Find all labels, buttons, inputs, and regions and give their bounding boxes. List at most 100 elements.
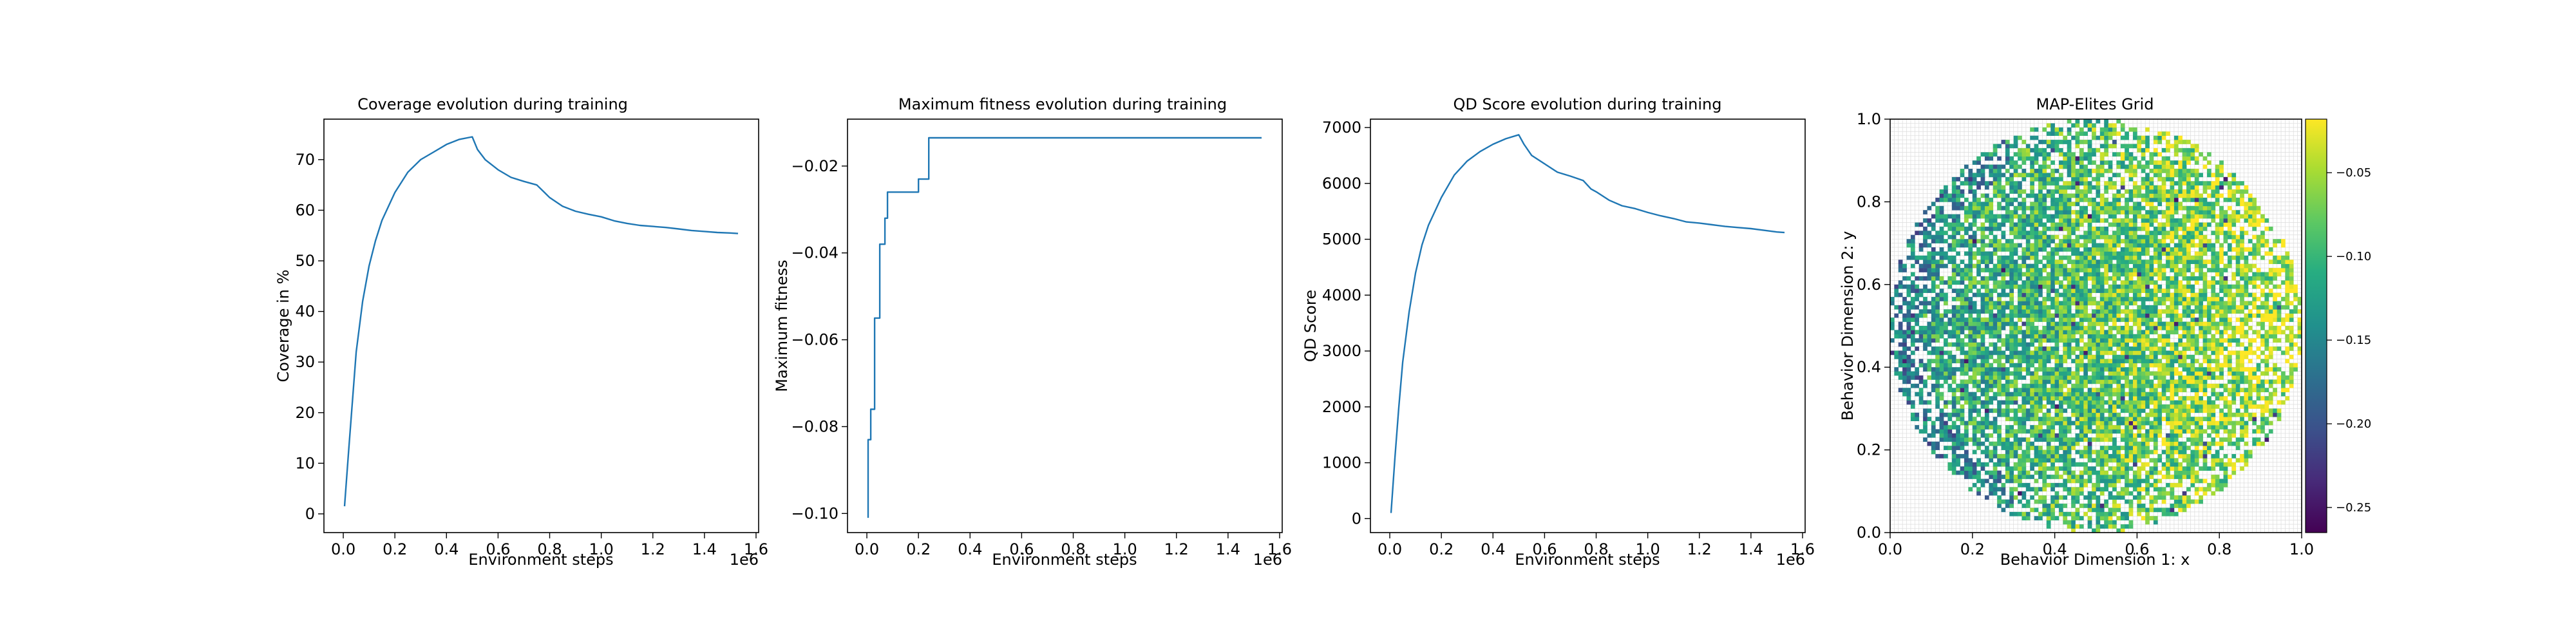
map-elites-cell — [2034, 160, 2039, 165]
map-elites-cell — [2054, 205, 2060, 211]
map-elites-cell — [1956, 263, 1960, 269]
map-elites-cell — [2063, 342, 2068, 347]
map-elites-cell — [2202, 276, 2208, 281]
map-elites-cell — [2157, 383, 2163, 388]
map-elites-cell — [2096, 342, 2101, 347]
map-elites-cell — [2058, 222, 2063, 227]
map-elites-cell — [2141, 425, 2146, 430]
map-elites-cell — [2046, 450, 2051, 455]
map-elites-cell — [2174, 292, 2179, 298]
map-elites-cell — [2153, 330, 2158, 335]
map-elites-cell — [2125, 260, 2129, 264]
map-elites-cell — [2161, 289, 2166, 293]
map-elites-cell — [2025, 367, 2031, 372]
map-elites-cell — [2042, 226, 2047, 231]
map-elites-cell — [2005, 404, 2010, 409]
map-elites-cell — [2075, 516, 2080, 521]
map-elites-cell — [2145, 263, 2150, 269]
map-elites-cell — [2133, 202, 2137, 207]
map-elites-cell — [2153, 487, 2158, 492]
map-elites-cell — [1989, 222, 1994, 227]
map-elites-cell — [1968, 309, 1973, 314]
map-elites-cell — [2058, 226, 2063, 231]
map-elites-cell — [2054, 504, 2060, 508]
map-elites-cell — [2025, 330, 2031, 335]
map-elites-cell — [2186, 173, 2191, 178]
map-elites-cell — [2149, 400, 2154, 405]
map-elites-cell — [1956, 334, 1960, 339]
map-elites-cell — [1968, 239, 1973, 243]
map-elites-cell — [1935, 309, 1940, 314]
map-elites-cell — [2099, 507, 2105, 513]
map-elites-cell — [1931, 367, 1936, 372]
map-elites-cell — [2025, 243, 2031, 248]
map-elites-cell — [1968, 268, 1973, 272]
map-elites-cell — [2153, 140, 2158, 144]
map-elites-cell — [2116, 421, 2121, 426]
map-elites-cell — [2071, 251, 2076, 256]
map-elites-cell — [2133, 156, 2137, 161]
map-elites-cell — [2125, 205, 2129, 211]
map-elites-cell — [2178, 446, 2183, 450]
map-elites-cell — [2137, 292, 2142, 298]
map-elites-cell — [1902, 363, 1907, 368]
map-elites-cell — [2063, 326, 2068, 330]
map-elites-cell — [2013, 231, 2018, 236]
map-elites-cell — [1939, 313, 1944, 318]
map-elites-cell — [1993, 305, 1998, 310]
map-elites-cell — [2092, 234, 2096, 240]
map-elites-cell — [2170, 292, 2175, 298]
map-elites-cell — [2108, 478, 2113, 484]
map-elites-cell — [1997, 475, 2002, 479]
map-elites-cell — [2178, 297, 2183, 301]
map-elites-cell — [2190, 330, 2195, 335]
map-elites-cell — [2030, 272, 2034, 277]
map-elites-cell — [2030, 193, 2034, 198]
map-elites-cell — [2025, 342, 2031, 347]
map-elites-cell — [2108, 301, 2113, 306]
map-elites-cell — [2190, 334, 2195, 339]
map-elites-cell — [1951, 421, 1956, 426]
map-elites-cell — [1980, 176, 1985, 182]
map-elites-cell — [2190, 197, 2195, 202]
map-elites-cell — [2025, 408, 2031, 413]
map-elites-cell — [2112, 441, 2117, 446]
map-elites-cell — [1972, 276, 1977, 281]
map-elites-cell — [2009, 176, 2014, 182]
map-elites-cell — [2063, 317, 2068, 322]
map-elites-cell — [2170, 330, 2175, 335]
map-elites-cell — [1935, 272, 1940, 277]
map-elites-cell — [2067, 289, 2072, 293]
map-elites-cell — [2170, 408, 2175, 413]
qd-score-y-tick-label: 6000 — [1322, 175, 1361, 193]
map-elites-cell — [2157, 160, 2163, 165]
map-elites-cell — [1939, 433, 1944, 438]
map-elites-cell — [2137, 388, 2142, 393]
map-elites-cell — [2133, 239, 2137, 243]
map-elites-cell — [2050, 511, 2055, 516]
map-elites-cell — [2141, 152, 2146, 157]
map-elites-cell — [2096, 330, 2101, 335]
map-elites-cell — [2030, 309, 2034, 314]
map-elites-cell — [1951, 202, 1956, 207]
map-elites-cell — [2125, 524, 2129, 529]
map-elites-cell — [2083, 255, 2088, 260]
map-elites-cell — [2149, 321, 2154, 327]
map-elites-cell — [1931, 260, 1936, 264]
map-elites-cell — [2096, 417, 2101, 421]
map-elites-cell — [2112, 321, 2117, 327]
map-elites-cell — [2063, 160, 2068, 165]
map-elites-cell — [2149, 231, 2154, 236]
map-elites-cell — [1964, 437, 1969, 442]
map-elites-cell — [2092, 379, 2096, 384]
map-elites-cell — [2063, 400, 2068, 405]
map-elites-cell — [2174, 392, 2179, 397]
map-elites-cell — [2149, 189, 2154, 194]
map-elites-cell — [1951, 226, 1956, 231]
map-elites-cell — [1960, 181, 1965, 186]
map-elites-cell — [2178, 321, 2183, 327]
map-elites-cell — [2042, 433, 2047, 438]
map-elites-cell — [1993, 482, 1998, 488]
map-elites-cell — [1993, 317, 1998, 322]
map-elites-cell — [2178, 205, 2183, 211]
